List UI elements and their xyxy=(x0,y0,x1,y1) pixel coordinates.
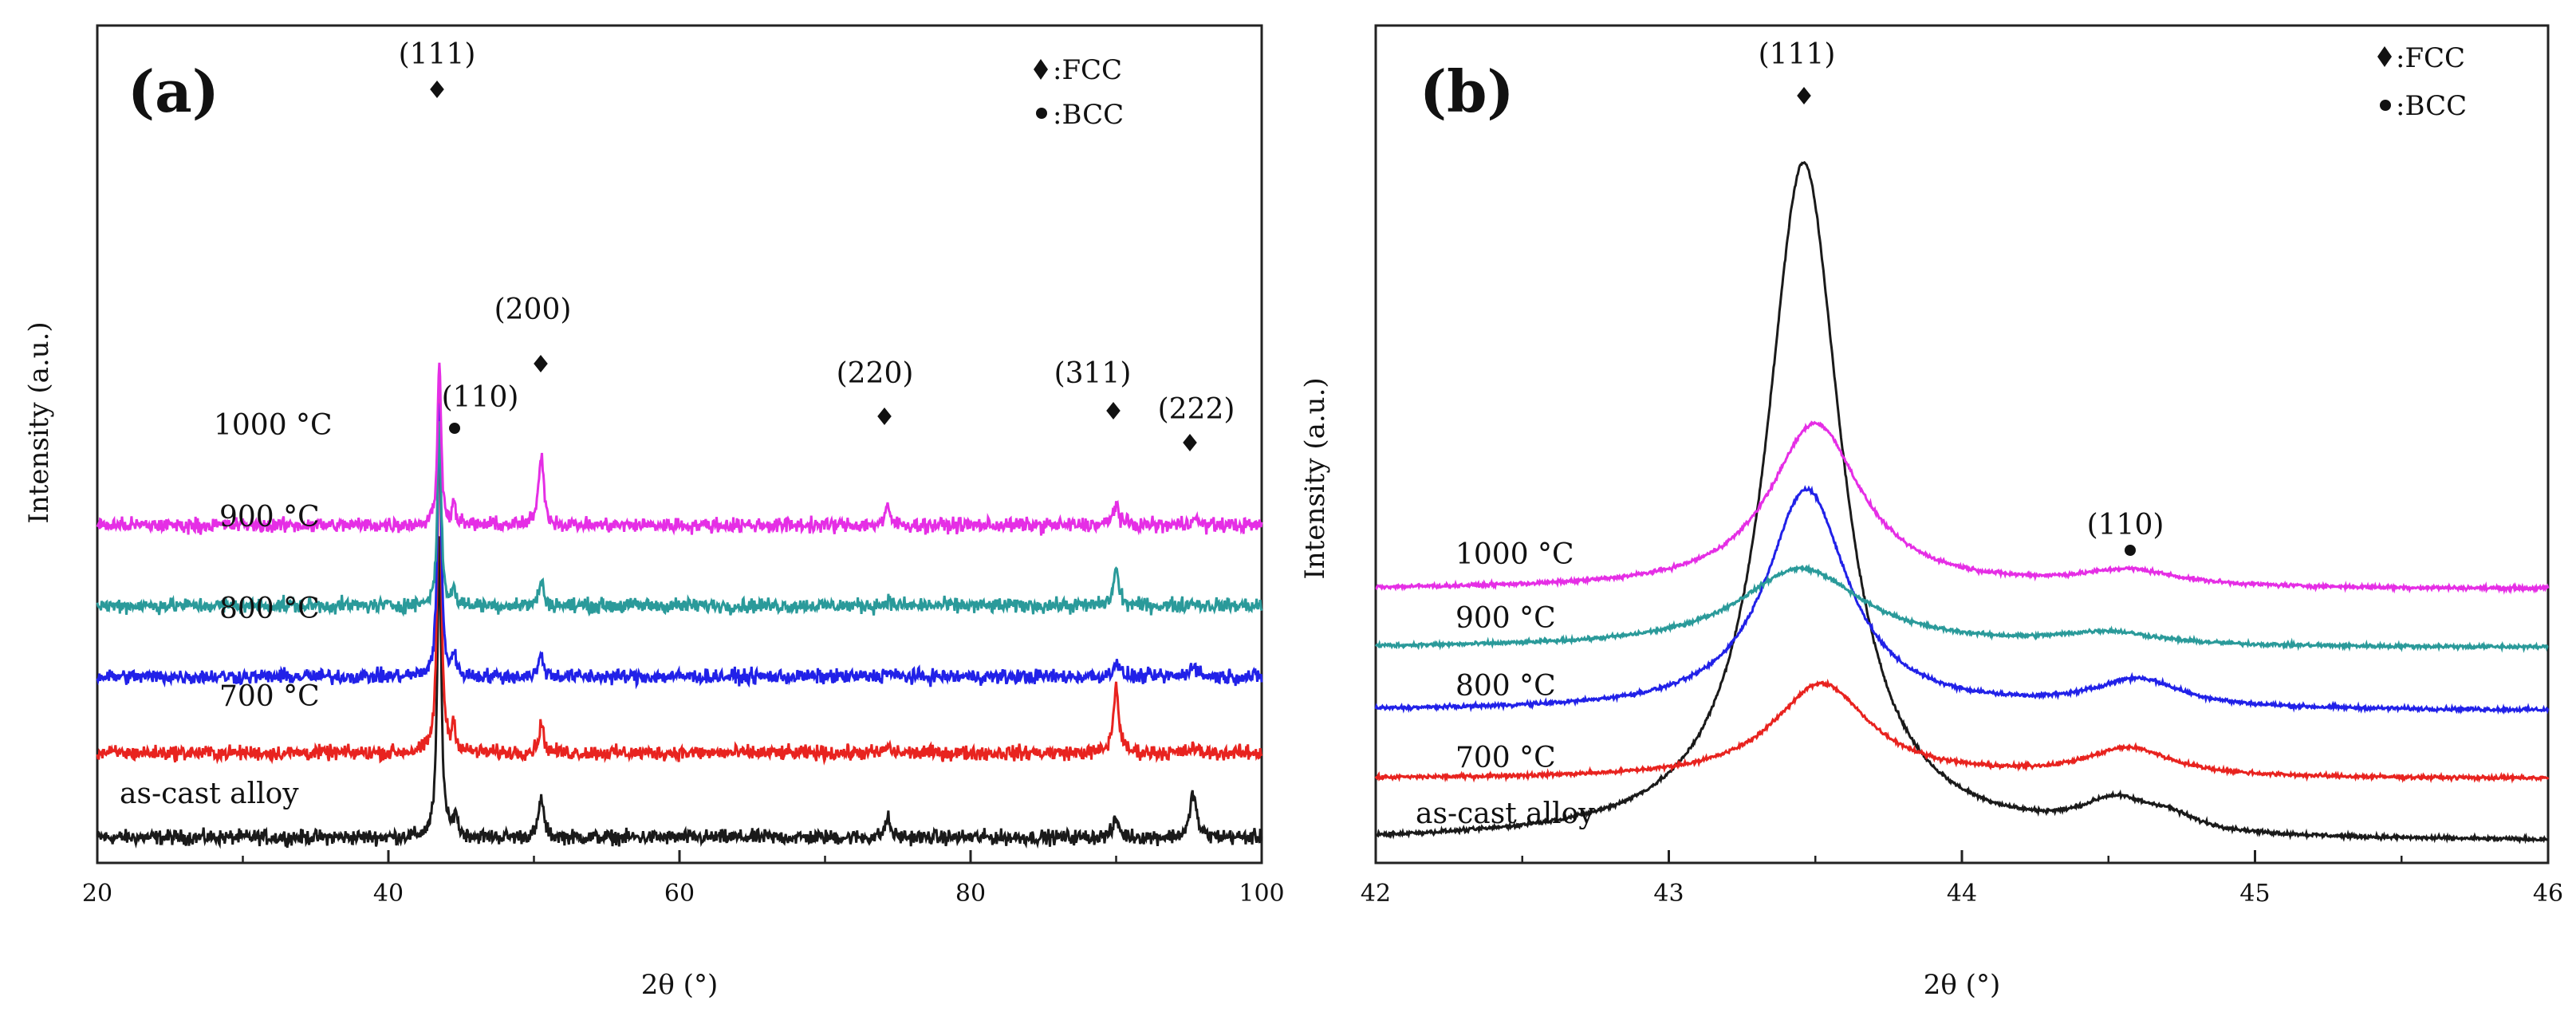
panel-b: (b) :FCC :BCC 2θ (°) Intensity (a.u.) 42… xyxy=(1299,24,2563,1001)
series-line-1000-c xyxy=(96,362,1263,536)
x-tick-label: 45 xyxy=(2239,880,2270,908)
x-tick-label: 20 xyxy=(82,880,112,908)
x-tick-label: 42 xyxy=(1361,880,1391,908)
panel-a-label: (a) xyxy=(128,57,219,125)
x-tick-label: 44 xyxy=(1947,880,1977,908)
bcc-circle-icon xyxy=(1036,108,1047,119)
peak-label-110: (110) xyxy=(442,381,519,414)
legend-fcc: :FCC xyxy=(1053,54,1122,86)
panel-a-xlabel: 2θ (°) xyxy=(641,969,718,1001)
legend-bcc: :BCC xyxy=(2396,90,2467,122)
sample-label-1000-c: 1000 °C xyxy=(214,409,333,442)
x-tick-label: 80 xyxy=(955,880,986,908)
panel-a-legend: :FCC :BCC xyxy=(1034,54,1124,131)
peak-label-111: (111) xyxy=(1759,38,1836,71)
series-line-1000-c xyxy=(1375,420,2550,595)
panel-a-sample-labels: as-cast alloy 700 °C 800 °C 900 °C 1000 °C xyxy=(120,409,333,810)
peak-label-220: (220) xyxy=(837,357,914,390)
fcc-diamond-marker xyxy=(1106,402,1121,419)
series-line-900-c xyxy=(1374,563,2549,653)
fcc-diamond-marker xyxy=(1797,87,1811,104)
peak-label-311: (311) xyxy=(1054,357,1132,390)
panel-b-annotations: (111) (110) xyxy=(1759,38,2164,556)
x-tick-label: 60 xyxy=(664,880,695,908)
sample-label-700-c: 700 °C xyxy=(1455,742,1556,774)
fcc-diamond-marker xyxy=(534,355,548,372)
peak-label-222: (222) xyxy=(1158,393,1235,426)
peak-label-200: (200) xyxy=(494,293,572,326)
bcc-circle-marker xyxy=(449,423,460,434)
bcc-circle-icon xyxy=(2380,100,2391,111)
series-line-as-cast-alloy xyxy=(96,536,1263,849)
fcc-diamond-marker xyxy=(877,408,892,425)
sample-label-700-c: 700 °C xyxy=(219,680,320,713)
panel-a-series xyxy=(96,362,1263,849)
panel-b-sample-labels: as-cast alloy 700 °C 800 °C 900 °C 1000 °C xyxy=(1416,538,1595,830)
sample-label-900-c: 900 °C xyxy=(219,501,320,534)
series-line-as-cast-alloy xyxy=(1374,160,2549,845)
panel-a-annotations: (111) (110) (200) (220) (311) (222) xyxy=(399,38,1235,451)
series-line-700-c xyxy=(1374,678,2550,784)
legend-fcc: :FCC xyxy=(2396,42,2465,74)
panel-b-ylabel: Intensity (a.u.) xyxy=(1299,377,1331,579)
sample-label-900-c: 900 °C xyxy=(1455,602,1556,635)
panel-b-xlabel: 2θ (°) xyxy=(1924,969,2000,1001)
series-line-800-c xyxy=(1374,485,2550,715)
panel-a: (a) :FCC :BCC 2θ (°) Intensity (a.u.) 20… xyxy=(23,24,1285,1001)
fcc-diamond-icon xyxy=(1034,59,1048,80)
panel-b-legend: :FCC :BCC xyxy=(2377,42,2467,122)
panel-b-ticks: 42 43 44 45 46 xyxy=(1361,850,2563,908)
x-tick-label: 100 xyxy=(1239,880,1284,908)
x-tick-label: 40 xyxy=(373,880,404,908)
series-line-900-c xyxy=(96,421,1263,617)
sample-label-1000-c: 1000 °C xyxy=(1455,538,1574,571)
sample-label-as-cast-alloy: as-cast alloy xyxy=(1416,798,1595,830)
panel-a-ticks: 20 40 60 80 100 xyxy=(82,850,1285,908)
x-tick-label: 46 xyxy=(2533,880,2563,908)
sample-label-800-c: 800 °C xyxy=(1455,670,1556,703)
x-tick-label: 43 xyxy=(1653,880,1684,908)
series-line-800-c xyxy=(96,403,1263,690)
panel-b-label: (b) xyxy=(1420,57,1514,125)
fcc-diamond-marker xyxy=(430,81,444,98)
sample-label-as-cast-alloy: as-cast alloy xyxy=(120,778,299,810)
peak-label-110: (110) xyxy=(2087,509,2164,542)
panel-b-series xyxy=(1374,160,2550,845)
peak-label-111: (111) xyxy=(399,38,476,71)
sample-label-800-c: 800 °C xyxy=(219,593,320,625)
fcc-diamond-icon xyxy=(2377,46,2392,67)
bcc-circle-marker xyxy=(2125,545,2136,556)
legend-bcc: :BCC xyxy=(1053,99,1124,131)
series-line-700-c xyxy=(96,397,1263,766)
fcc-diamond-marker xyxy=(1183,434,1197,451)
panel-a-ylabel: Intensity (a.u.) xyxy=(23,321,55,523)
